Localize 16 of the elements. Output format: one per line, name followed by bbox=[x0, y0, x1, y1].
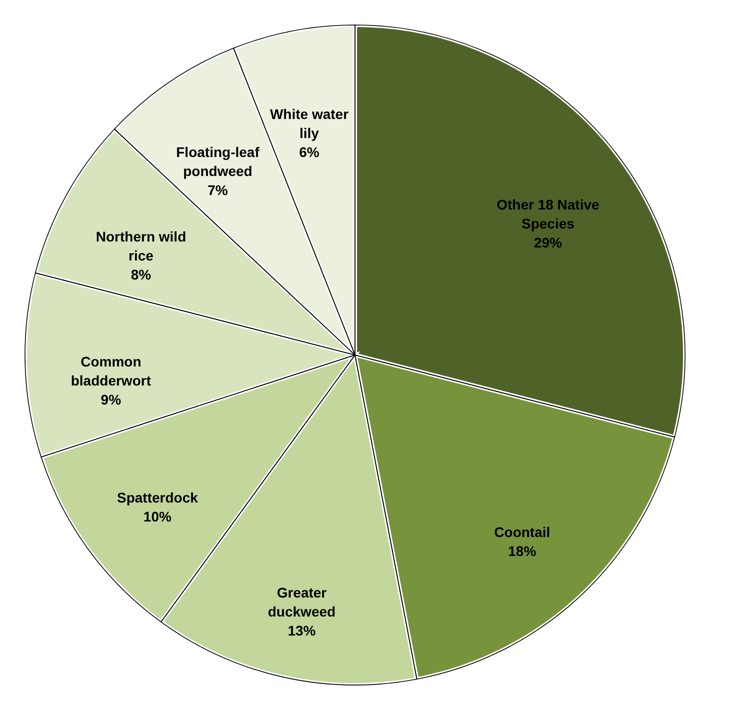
slice-label: Northern wild rice bbox=[96, 228, 186, 264]
data-label: 7% bbox=[208, 182, 228, 198]
slice-label: White water lily bbox=[270, 106, 350, 142]
slice-label: Coontail bbox=[494, 524, 550, 540]
slice-label: Spatterdock bbox=[116, 490, 198, 506]
data-label: 8% bbox=[130, 266, 152, 282]
slice-label: Floating-leaf pondweed bbox=[176, 144, 260, 180]
data-label: 18% bbox=[508, 543, 537, 560]
slice-label: Greater duckweed bbox=[268, 584, 336, 620]
data-label: 13% bbox=[288, 622, 316, 638]
data-label: 6% bbox=[299, 144, 320, 160]
data-label: 9% bbox=[100, 392, 122, 408]
slice-label: Common bladderwort bbox=[70, 354, 152, 389]
data-label: 10% bbox=[143, 508, 172, 525]
data-label: 29% bbox=[534, 234, 563, 250]
slice-label: Other 18 Native Species bbox=[496, 196, 600, 232]
